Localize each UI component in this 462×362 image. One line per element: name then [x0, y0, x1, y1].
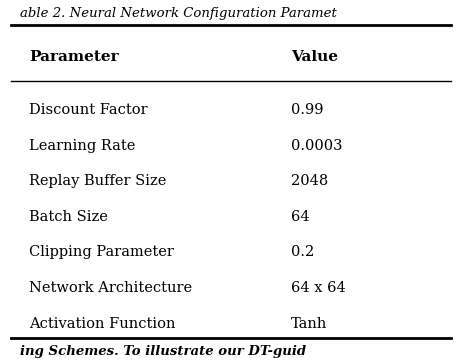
- Text: Learning Rate: Learning Rate: [29, 139, 135, 152]
- Text: 2048: 2048: [291, 174, 328, 188]
- Text: Activation Function: Activation Function: [29, 316, 176, 331]
- Text: Value: Value: [291, 50, 338, 64]
- Text: ing Schemes. To illustrate our DT-guid: ing Schemes. To illustrate our DT-guid: [20, 345, 306, 358]
- Text: able 2. Neural Network Configuration Paramet: able 2. Neural Network Configuration Par…: [20, 7, 337, 20]
- Text: Parameter: Parameter: [29, 50, 119, 64]
- Text: Replay Buffer Size: Replay Buffer Size: [29, 174, 166, 188]
- Text: 0.2: 0.2: [291, 245, 314, 259]
- Text: Clipping Parameter: Clipping Parameter: [29, 245, 174, 259]
- Text: Discount Factor: Discount Factor: [29, 103, 147, 117]
- Text: 0.0003: 0.0003: [291, 139, 342, 152]
- Text: 64 x 64: 64 x 64: [291, 281, 346, 295]
- Text: 0.99: 0.99: [291, 103, 323, 117]
- Text: Network Architecture: Network Architecture: [29, 281, 192, 295]
- Text: Tanh: Tanh: [291, 316, 327, 331]
- Text: 64: 64: [291, 210, 310, 224]
- Text: Batch Size: Batch Size: [29, 210, 108, 224]
